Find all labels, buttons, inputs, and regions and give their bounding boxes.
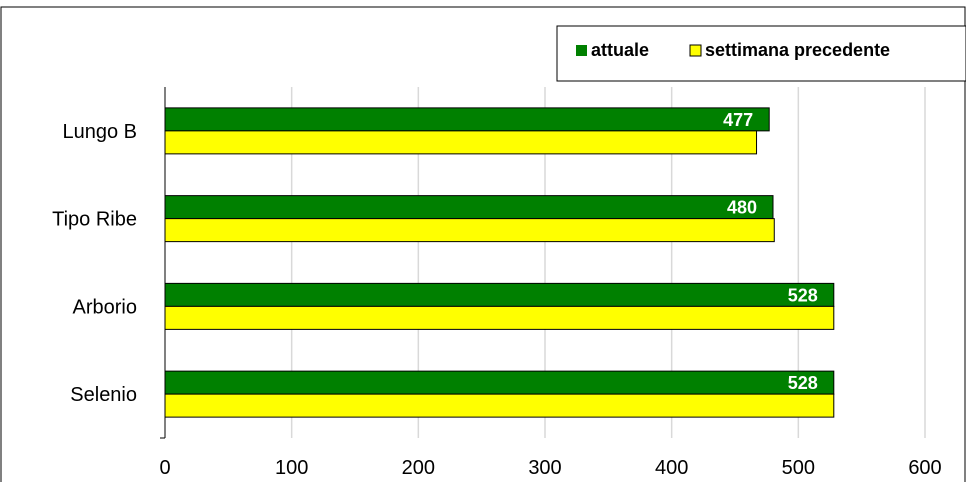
- x-tick-label: 100: [275, 457, 308, 479]
- bar-data-label: 528: [788, 285, 818, 305]
- legend-label-settimana-precedente: settimana precedente: [705, 40, 890, 60]
- category-label: Lungo B: [62, 121, 137, 143]
- legend-swatch-attuale: [576, 45, 587, 56]
- bar-attuale: [164, 195, 774, 220]
- bar-settimana-precedente: [164, 305, 835, 330]
- axes: 0 100 200 300 400 500 600 Lungo B Tipo Ribe Arbor…: [52, 87, 942, 479]
- x-tick-label: 500: [782, 457, 815, 479]
- legend-swatch-settimana-precedente: [689, 44, 702, 57]
- bar-attuale: [164, 107, 770, 132]
- bar-settimana-precedente: [164, 130, 758, 155]
- bar-settimana-precedente: [164, 393, 835, 418]
- bar-attuale: [164, 282, 835, 307]
- legend: attuale settimana precedente: [556, 25, 966, 82]
- x-tick-label: 600: [908, 457, 941, 479]
- x-tick-label: 200: [402, 457, 435, 479]
- category-label: Selenio: [70, 384, 137, 406]
- category-label: Arborio: [73, 296, 137, 318]
- category-label: Tipo Ribe: [52, 209, 137, 231]
- bar-data-label: 477: [723, 110, 753, 130]
- bar-data-label: 528: [788, 373, 818, 393]
- bar-settimana-precedente: [164, 218, 775, 243]
- bars: 477 480 528 528: [164, 107, 835, 418]
- x-tick-label: 0: [159, 457, 170, 479]
- bar-data-label: 480: [727, 198, 757, 218]
- bar-attuale: [164, 370, 835, 395]
- legend-box: [556, 25, 966, 82]
- legend-label-attuale: attuale: [591, 40, 649, 60]
- x-tick-label: 400: [655, 457, 688, 479]
- x-tick-label: 300: [528, 457, 561, 479]
